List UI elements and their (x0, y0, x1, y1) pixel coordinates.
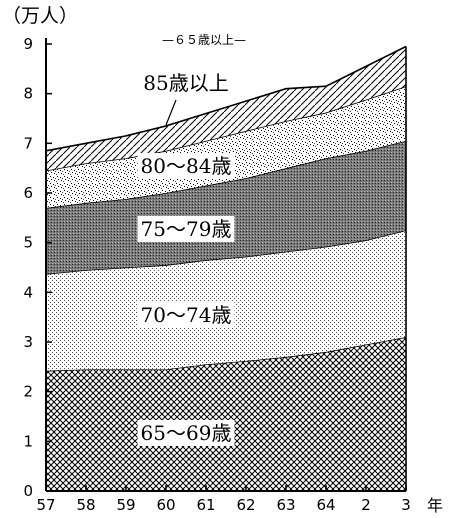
y-tick-label: 6 (23, 184, 33, 202)
band-label-2: 70〜74歳 (141, 303, 232, 327)
x-tick-label: 57 (36, 496, 55, 514)
x-tick-label: 3 (401, 496, 411, 514)
x-axis-title: 年 (427, 496, 443, 515)
band-label-4: 80〜84歳 (141, 154, 232, 178)
y-tick-label: 2 (23, 383, 33, 401)
x-tick-label: 2 (361, 496, 371, 514)
leader-line (165, 99, 177, 126)
x-ticks: 57 58 59 60 61 62 63 64 2 3 (36, 485, 411, 514)
band-label-1: 65〜69歳 (141, 421, 232, 445)
y-tick-label: 4 (23, 283, 33, 301)
x-tick-label: 64 (316, 496, 335, 514)
x-tick-label: 62 (236, 496, 255, 514)
y-tick-label: 3 (23, 333, 33, 351)
y-tick-label: 8 (23, 85, 33, 103)
band-label-background (137, 420, 235, 446)
y-tick-label: 1 (23, 432, 33, 450)
band-label-background (137, 153, 235, 179)
x-tick-label: 61 (196, 496, 215, 514)
area-band-5 (46, 46, 406, 171)
axes (45, 38, 406, 492)
band-label-background (137, 216, 235, 242)
band-labels: 65〜69歳 70〜74歳 75〜79歳 80〜84歳 85歳以上 (137, 70, 235, 446)
y-tick-label: 5 (23, 234, 33, 252)
y-ticks: 0 1 2 3 4 5 6 7 8 9 (23, 35, 52, 500)
area-boundary-5 (45, 45, 407, 152)
x-tick-label: 59 (116, 496, 135, 514)
area-layers (45, 45, 407, 491)
area-band-4 (46, 86, 406, 208)
area-band-3 (46, 140, 406, 274)
y-tick-label: 0 (23, 482, 33, 500)
band-label-3: 75〜79歳 (141, 217, 232, 241)
y-tick-label: 7 (23, 134, 33, 152)
y-axis-title: （万人） (2, 5, 78, 27)
chart-title: —６５歳以上— (162, 33, 246, 47)
x-tick-label: 63 (276, 496, 295, 514)
band-label-5: 85歳以上 (143, 71, 228, 95)
band-label-background (137, 302, 235, 328)
area-band-2 (46, 230, 406, 371)
y-tick-label: 9 (23, 35, 33, 53)
x-tick-label: 60 (156, 496, 175, 514)
band-label-background (140, 70, 232, 96)
x-tick-label: 58 (76, 496, 95, 514)
area-band-1 (46, 337, 406, 491)
